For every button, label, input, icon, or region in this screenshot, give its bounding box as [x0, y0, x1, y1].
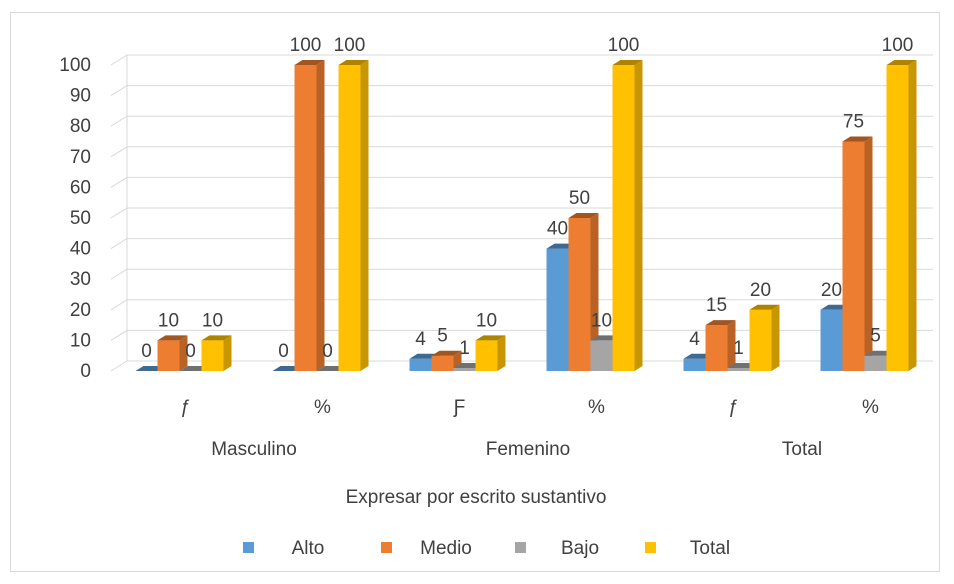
y-axis-ticks: 0 10 20 30 40 50 60 70 80 90 100: [59, 55, 91, 382]
data-label: 100: [608, 35, 640, 56]
y-tick-label: 30: [70, 269, 91, 290]
data-label: 0: [322, 341, 333, 362]
data-label: 5: [870, 326, 881, 347]
bar-medio-5: [842, 136, 873, 371]
legend-item-total: Total: [645, 538, 730, 559]
gridline: [110, 238, 933, 250]
y-tick-label: 60: [70, 177, 91, 198]
legend-swatch: [515, 542, 526, 553]
category-label: %: [588, 397, 605, 418]
data-label: 1: [459, 338, 470, 359]
category-label: %: [314, 397, 331, 418]
data-label: 4: [415, 329, 426, 350]
legend: Alto Medio Bajo Total: [243, 538, 730, 559]
data-label: 100: [334, 35, 366, 56]
y-tick-label: 70: [70, 147, 91, 168]
bars: [135, 60, 917, 371]
bar-total-2: [475, 335, 506, 371]
data-label: 40: [547, 219, 568, 240]
bar-total-5: [886, 60, 917, 371]
category-label: %: [862, 397, 879, 418]
data-label: 0: [141, 341, 152, 362]
data-label: 10: [158, 310, 179, 331]
x-axis-title: Expresar por escrito sustantivo: [346, 487, 607, 508]
y-tick-label: 20: [70, 300, 91, 321]
legend-label: Total: [690, 538, 730, 559]
x-axis-groups: Masculino Femenino Total: [211, 439, 822, 460]
bar-medio-3: [568, 213, 599, 371]
data-label: 20: [821, 280, 842, 301]
data-label: 10: [591, 310, 612, 331]
legend-item-alto: Alto: [243, 538, 324, 559]
gridline: [110, 268, 933, 280]
y-tick-label: 80: [70, 116, 91, 137]
data-label: 1: [733, 338, 744, 359]
data-label: 10: [476, 310, 497, 331]
y-tick-label: 10: [70, 330, 91, 351]
legend-item-bajo: Bajo: [515, 538, 599, 559]
data-label: 50: [569, 188, 590, 209]
data-label: 0: [278, 341, 289, 362]
legend-swatch: [243, 542, 254, 553]
gridline: [110, 329, 933, 341]
legend-swatch: [645, 542, 656, 553]
bar-total-0: [201, 335, 232, 371]
bar-medio-4: [705, 320, 736, 371]
gridlines: [110, 54, 933, 372]
legend-label: Bajo: [561, 538, 599, 559]
gridline: [110, 85, 933, 97]
gridline: [110, 360, 933, 372]
data-label: 0: [185, 341, 196, 362]
gridline: [110, 146, 933, 158]
y-tick-label: 40: [70, 239, 91, 260]
data-label: 75: [843, 112, 864, 133]
gridline: [110, 176, 933, 188]
bar-medio-0: [157, 335, 188, 371]
category-label: ƒ: [728, 397, 739, 418]
gridline: [110, 54, 933, 66]
group-label: Total: [782, 439, 822, 460]
y-tick-label: 90: [70, 86, 91, 107]
legend-label: Alto: [292, 538, 325, 559]
gridline: [110, 207, 933, 219]
gridline: [110, 299, 933, 311]
legend-item-medio: Medio: [381, 538, 472, 559]
group-label: Masculino: [211, 439, 297, 460]
legend-label: Medio: [420, 538, 472, 559]
y-tick-label: 50: [70, 208, 91, 229]
data-label: 10: [202, 310, 223, 331]
y-tick-label: 0: [80, 361, 91, 382]
data-label: 100: [882, 35, 914, 56]
gridline: [110, 115, 933, 127]
bar-medio-1: [294, 60, 325, 371]
data-label: 20: [750, 280, 771, 301]
data-label: 5: [437, 326, 448, 347]
bar-total-1: [338, 60, 369, 371]
legend-swatch: [381, 542, 392, 553]
group-label: Femenino: [486, 439, 571, 460]
bar-total-4: [749, 304, 780, 371]
data-label: 100: [290, 35, 322, 56]
data-label: 15: [706, 295, 727, 316]
chart-frame: 0 10 20 30 40 50 60 70 80 90 100 0 10 0 10 0 100 0 100 4 5 1…: [10, 12, 940, 572]
category-label: ƒ: [180, 397, 191, 418]
bar-total-3: [612, 60, 643, 371]
y-tick-label: 100: [59, 55, 91, 76]
data-label: 4: [689, 329, 700, 350]
category-label: Ƒ: [453, 397, 466, 418]
x-axis-categories: ƒ% Ƒ% ƒ%: [180, 397, 879, 418]
